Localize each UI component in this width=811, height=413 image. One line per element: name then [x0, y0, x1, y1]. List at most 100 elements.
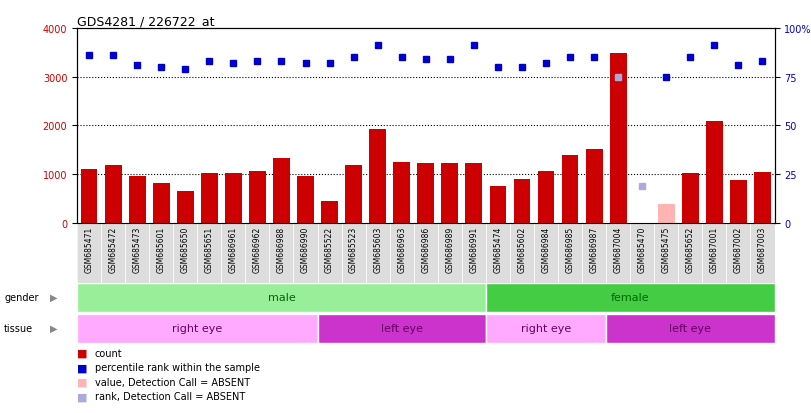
Bar [249, 172, 266, 223]
Bar [152, 183, 169, 223]
Text: GSM686984: GSM686984 [542, 226, 551, 272]
FancyBboxPatch shape [341, 223, 366, 283]
FancyBboxPatch shape [534, 223, 558, 283]
Text: count: count [95, 348, 122, 358]
Text: GSM685603: GSM685603 [373, 226, 382, 272]
Text: GSM685523: GSM685523 [349, 226, 358, 272]
Text: ▶: ▶ [50, 323, 58, 333]
Text: GSM686961: GSM686961 [229, 226, 238, 272]
Bar [513, 180, 530, 223]
Bar [129, 177, 146, 223]
Text: GSM685651: GSM685651 [205, 226, 214, 272]
Text: tissue: tissue [4, 323, 33, 333]
Bar [80, 170, 97, 223]
Bar [754, 173, 771, 223]
FancyBboxPatch shape [486, 223, 510, 283]
Bar [586, 150, 603, 223]
Text: left eye: left eye [669, 323, 711, 333]
Bar [658, 204, 675, 223]
Bar [297, 176, 314, 223]
Text: GSM685475: GSM685475 [662, 226, 671, 272]
FancyBboxPatch shape [630, 223, 654, 283]
Text: GSM686987: GSM686987 [590, 226, 599, 272]
Text: gender: gender [4, 292, 39, 302]
Bar [418, 164, 434, 223]
Bar [345, 165, 362, 223]
FancyBboxPatch shape [390, 223, 414, 283]
Text: ■: ■ [77, 363, 88, 373]
FancyBboxPatch shape [558, 223, 582, 283]
FancyBboxPatch shape [510, 223, 534, 283]
Text: GSM687002: GSM687002 [734, 226, 743, 272]
FancyBboxPatch shape [606, 223, 630, 283]
Text: percentile rank within the sample: percentile rank within the sample [95, 363, 260, 373]
Bar [369, 130, 386, 223]
FancyBboxPatch shape [77, 223, 101, 283]
FancyBboxPatch shape [221, 223, 246, 283]
Bar [490, 186, 506, 223]
Text: GSM687004: GSM687004 [614, 226, 623, 272]
Bar [321, 201, 338, 223]
FancyBboxPatch shape [461, 223, 486, 283]
Text: GSM686988: GSM686988 [277, 226, 286, 272]
FancyBboxPatch shape [149, 223, 174, 283]
Text: ■: ■ [77, 392, 88, 401]
Bar [201, 173, 217, 223]
Text: GSM685473: GSM685473 [133, 226, 142, 272]
Bar [538, 172, 555, 223]
Text: female: female [611, 292, 650, 302]
Text: male: male [268, 292, 295, 302]
Bar [225, 174, 242, 223]
Text: GSM686989: GSM686989 [445, 226, 454, 272]
FancyBboxPatch shape [318, 223, 341, 283]
FancyBboxPatch shape [125, 223, 149, 283]
FancyBboxPatch shape [414, 223, 438, 283]
Bar [105, 166, 122, 223]
Text: ■: ■ [77, 377, 88, 387]
Text: GSM687001: GSM687001 [710, 226, 719, 272]
FancyBboxPatch shape [702, 223, 727, 283]
Text: GSM685472: GSM685472 [109, 226, 118, 272]
FancyBboxPatch shape [294, 223, 318, 283]
FancyBboxPatch shape [366, 223, 390, 283]
Bar [730, 181, 747, 223]
FancyBboxPatch shape [582, 223, 606, 283]
FancyBboxPatch shape [77, 283, 486, 312]
Text: GSM687003: GSM687003 [758, 226, 767, 272]
FancyBboxPatch shape [438, 223, 461, 283]
Bar [610, 54, 627, 223]
Text: GSM685470: GSM685470 [637, 226, 646, 272]
Text: GSM686990: GSM686990 [301, 226, 310, 272]
Text: GSM685650: GSM685650 [181, 226, 190, 272]
FancyBboxPatch shape [750, 223, 775, 283]
Bar [441, 163, 458, 223]
Text: GSM686986: GSM686986 [421, 226, 431, 272]
FancyBboxPatch shape [606, 314, 775, 343]
Text: ▶: ▶ [50, 292, 58, 302]
Bar [562, 156, 578, 223]
Text: GDS4281 / 226722_at: GDS4281 / 226722_at [77, 15, 215, 28]
Text: GSM685652: GSM685652 [686, 226, 695, 272]
Text: GSM685602: GSM685602 [517, 226, 526, 272]
FancyBboxPatch shape [197, 223, 221, 283]
FancyBboxPatch shape [486, 283, 775, 312]
Text: GSM686991: GSM686991 [470, 226, 478, 272]
FancyBboxPatch shape [101, 223, 125, 283]
FancyBboxPatch shape [654, 223, 678, 283]
Text: right eye: right eye [521, 323, 571, 333]
Bar [273, 159, 290, 223]
Text: GSM685471: GSM685471 [84, 226, 93, 272]
FancyBboxPatch shape [77, 314, 318, 343]
Text: GSM685474: GSM685474 [493, 226, 503, 272]
Text: ■: ■ [77, 348, 88, 358]
Text: GSM685601: GSM685601 [157, 226, 165, 272]
Bar [682, 173, 699, 223]
FancyBboxPatch shape [246, 223, 269, 283]
Text: value, Detection Call = ABSENT: value, Detection Call = ABSENT [95, 377, 250, 387]
Text: GSM686963: GSM686963 [397, 226, 406, 272]
Text: right eye: right eye [172, 323, 222, 333]
FancyBboxPatch shape [269, 223, 294, 283]
FancyBboxPatch shape [678, 223, 702, 283]
FancyBboxPatch shape [318, 314, 486, 343]
FancyBboxPatch shape [486, 314, 606, 343]
